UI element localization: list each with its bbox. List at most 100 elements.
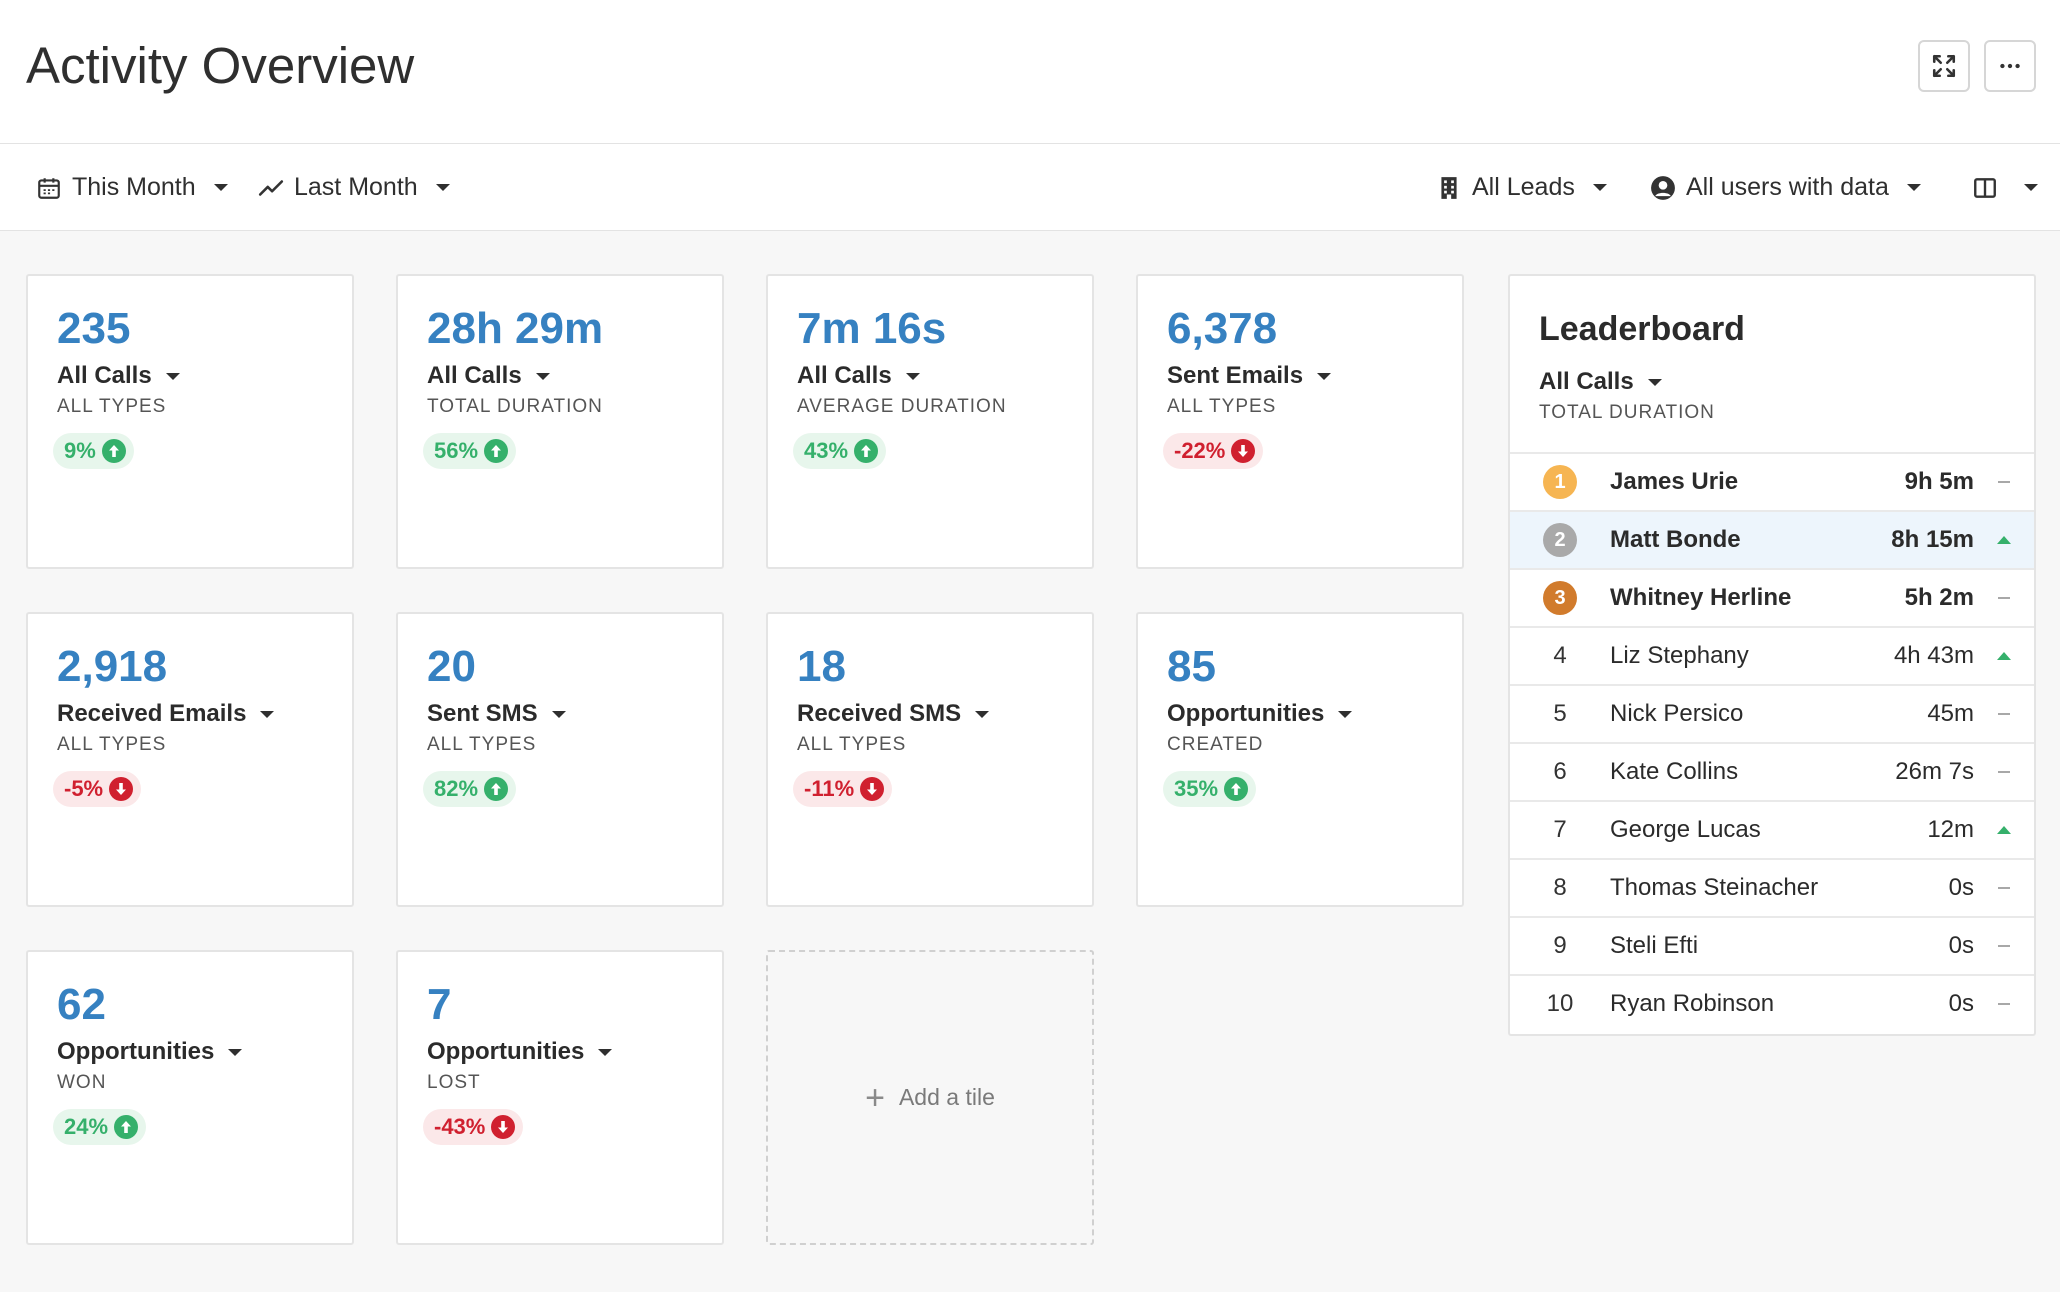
- rank-number: 5: [1553, 700, 1567, 727]
- metric-tile[interactable]: 85 Opportunities CREATED 35%: [1136, 612, 1464, 907]
- trend-flat-icon: [1998, 945, 2010, 947]
- chevron-down-icon: [535, 372, 550, 380]
- tile-metric-dropdown[interactable]: Opportunities: [1167, 700, 1353, 728]
- trend-flat-icon: [1998, 1003, 2010, 1005]
- metric-tile[interactable]: 20 Sent SMS ALL TYPES 82%: [396, 612, 724, 907]
- tile-value: 20: [427, 642, 476, 691]
- chevron-down-icon: [435, 184, 450, 191]
- leaderboard-row[interactable]: 3 Whitney Herline 5h 2m: [1510, 568, 2034, 626]
- arrow-down-icon: [498, 1121, 509, 1133]
- more-icon: [2000, 63, 2020, 69]
- arrow-down-circle-icon: [109, 777, 134, 801]
- leads-filter[interactable]: All Leads: [1436, 144, 1607, 231]
- user-name: Ryan Robinson: [1610, 990, 1775, 1017]
- leaderboard-row[interactable]: 5 Nick Persico 45m: [1510, 684, 2034, 742]
- tile-metric-dropdown[interactable]: All Calls: [797, 362, 920, 390]
- trend-line-icon: [258, 179, 284, 196]
- tile-metric-dropdown[interactable]: Opportunities: [57, 1038, 243, 1066]
- leaderboard-title: Leaderboard: [1539, 310, 1745, 348]
- leaderboard-row[interactable]: 6 Kate Collins 26m 7s: [1510, 742, 2034, 800]
- trend-up-icon: [1997, 826, 2011, 834]
- tile-metric-dropdown[interactable]: Sent Emails: [1167, 362, 1332, 390]
- metric-tile[interactable]: 28h 29m All Calls TOTAL DURATION 56%: [396, 274, 724, 569]
- metric-tile[interactable]: 62 Opportunities WON 24%: [26, 950, 354, 1245]
- tile-value: 6,378: [1167, 304, 1278, 353]
- arrow-up-circle-icon: [101, 439, 126, 463]
- leaderboard-row[interactable]: 1 James Urie 9h 5m: [1510, 452, 2034, 510]
- period-filter[interactable]: This Month: [36, 144, 228, 231]
- leaderboard-row[interactable]: 9 Steli Efti 0s: [1510, 916, 2034, 974]
- trend-cell: [1974, 713, 2034, 715]
- leaderboard-row[interactable]: 7 George Lucas 12m: [1510, 800, 2034, 858]
- trend-flat-icon: [1998, 713, 2010, 715]
- chevron-down-icon: [2024, 184, 2038, 191]
- user-name: Whitney Herline: [1610, 584, 1792, 611]
- tile-subtitle: LOST: [427, 1072, 481, 1093]
- trend-flat-icon: [1998, 887, 2010, 889]
- tile-metric-dropdown[interactable]: All Calls: [57, 362, 180, 390]
- change-badge: 24%: [53, 1109, 147, 1145]
- leaderboard-panel: Leaderboard All Calls TOTAL DURATION 1 Ja…: [1508, 274, 2036, 1036]
- metric-tile[interactable]: 235 All Calls ALL TYPES 9%: [26, 274, 354, 569]
- arrow-up-circle-icon: [484, 439, 509, 463]
- user-value: 0s: [1948, 932, 1974, 959]
- tile-subtitle: AVERAGE DURATION: [797, 396, 1007, 417]
- tile-metric-label: Opportunities: [1167, 700, 1325, 727]
- expand-icon: [1932, 54, 1956, 78]
- change-badge: 56%: [423, 433, 517, 469]
- leaderboard-row[interactable]: 2 Matt Bonde 8h 15m: [1510, 510, 2034, 568]
- tile-metric-dropdown[interactable]: All Calls: [427, 362, 550, 390]
- metric-tile[interactable]: 7 Opportunities LOST -43%: [396, 950, 724, 1245]
- change-value: 43%: [804, 438, 849, 463]
- building-icon: [1441, 176, 1457, 199]
- calendar-icon: [38, 177, 60, 199]
- leaderboard-list: 1 James Urie 9h 5m 2 Matt Bonde 8h 15m 3 Whitne…: [1510, 452, 2034, 1032]
- arrow-up-icon: [108, 445, 119, 457]
- add-tile-button[interactable]: + Add a tile: [766, 950, 1094, 1245]
- change-value: -43%: [434, 1114, 486, 1139]
- trend-cell: [1974, 945, 2034, 947]
- chevron-down-icon: [213, 184, 228, 191]
- tile-value: 85: [1167, 642, 1216, 691]
- layout-toggle[interactable]: [1972, 144, 2038, 231]
- tile-subtitle: TOTAL DURATION: [427, 396, 603, 417]
- change-badge: -43%: [423, 1109, 524, 1145]
- arrow-up-icon: [491, 783, 502, 795]
- tile-metric-dropdown[interactable]: Opportunities: [427, 1038, 613, 1066]
- compare-filter[interactable]: Last Month: [258, 144, 450, 231]
- rank-cell: 6: [1510, 758, 1610, 786]
- tile-value: 235: [57, 304, 131, 353]
- tile-metric-dropdown[interactable]: Received SMS: [797, 700, 990, 728]
- rank-number: 10: [1546, 990, 1574, 1017]
- leaderboard-metric-label: All Calls: [1539, 368, 1634, 395]
- more-options-button[interactable]: [1984, 40, 2036, 92]
- tile-metric-dropdown[interactable]: Sent SMS: [427, 700, 566, 728]
- change-badge: 43%: [793, 433, 887, 469]
- metric-tile[interactable]: 6,378 Sent Emails ALL TYPES -22%: [1136, 274, 1464, 569]
- rank-cell: 3: [1510, 581, 1610, 615]
- metric-tile[interactable]: 7m 16s All Calls AVERAGE DURATION 43%: [766, 274, 1094, 569]
- chevron-down-icon: [551, 710, 566, 718]
- users-filter[interactable]: All users with data: [1650, 144, 1921, 231]
- tile-metric-label: All Calls: [57, 362, 152, 389]
- arrow-down-circle-icon: [491, 1115, 516, 1139]
- user-value: 8h 15m: [1891, 526, 1974, 553]
- arrow-up-circle-icon: [114, 1115, 139, 1139]
- change-value: -22%: [1174, 438, 1226, 463]
- arrow-up-icon: [861, 445, 872, 457]
- metric-tile[interactable]: 18 Received SMS ALL TYPES -11%: [766, 612, 1094, 907]
- tile-metric-label: Opportunities: [57, 1038, 215, 1065]
- leaderboard-row[interactable]: 10 Ryan Robinson 0s: [1510, 974, 2034, 1032]
- tile-value: 2,918: [57, 642, 168, 691]
- leaderboard-row[interactable]: 4 Liz Stephany 4h 43m: [1510, 626, 2034, 684]
- user-value: 0s: [1948, 874, 1974, 901]
- user-value: 45m: [1927, 700, 1974, 727]
- tile-metric-dropdown[interactable]: Received Emails: [57, 700, 275, 728]
- user-name: Kate Collins: [1610, 758, 1739, 785]
- user-name: Steli Efti: [1610, 932, 1699, 959]
- leaderboard-row[interactable]: 8 Thomas Steinacher 0s: [1510, 858, 2034, 916]
- chevron-down-icon: [598, 1048, 613, 1056]
- metric-tile[interactable]: 2,918 Received Emails ALL TYPES -5%: [26, 612, 354, 907]
- expand-button[interactable]: [1918, 40, 1970, 92]
- leaderboard-metric-dropdown[interactable]: All Calls: [1539, 368, 1662, 396]
